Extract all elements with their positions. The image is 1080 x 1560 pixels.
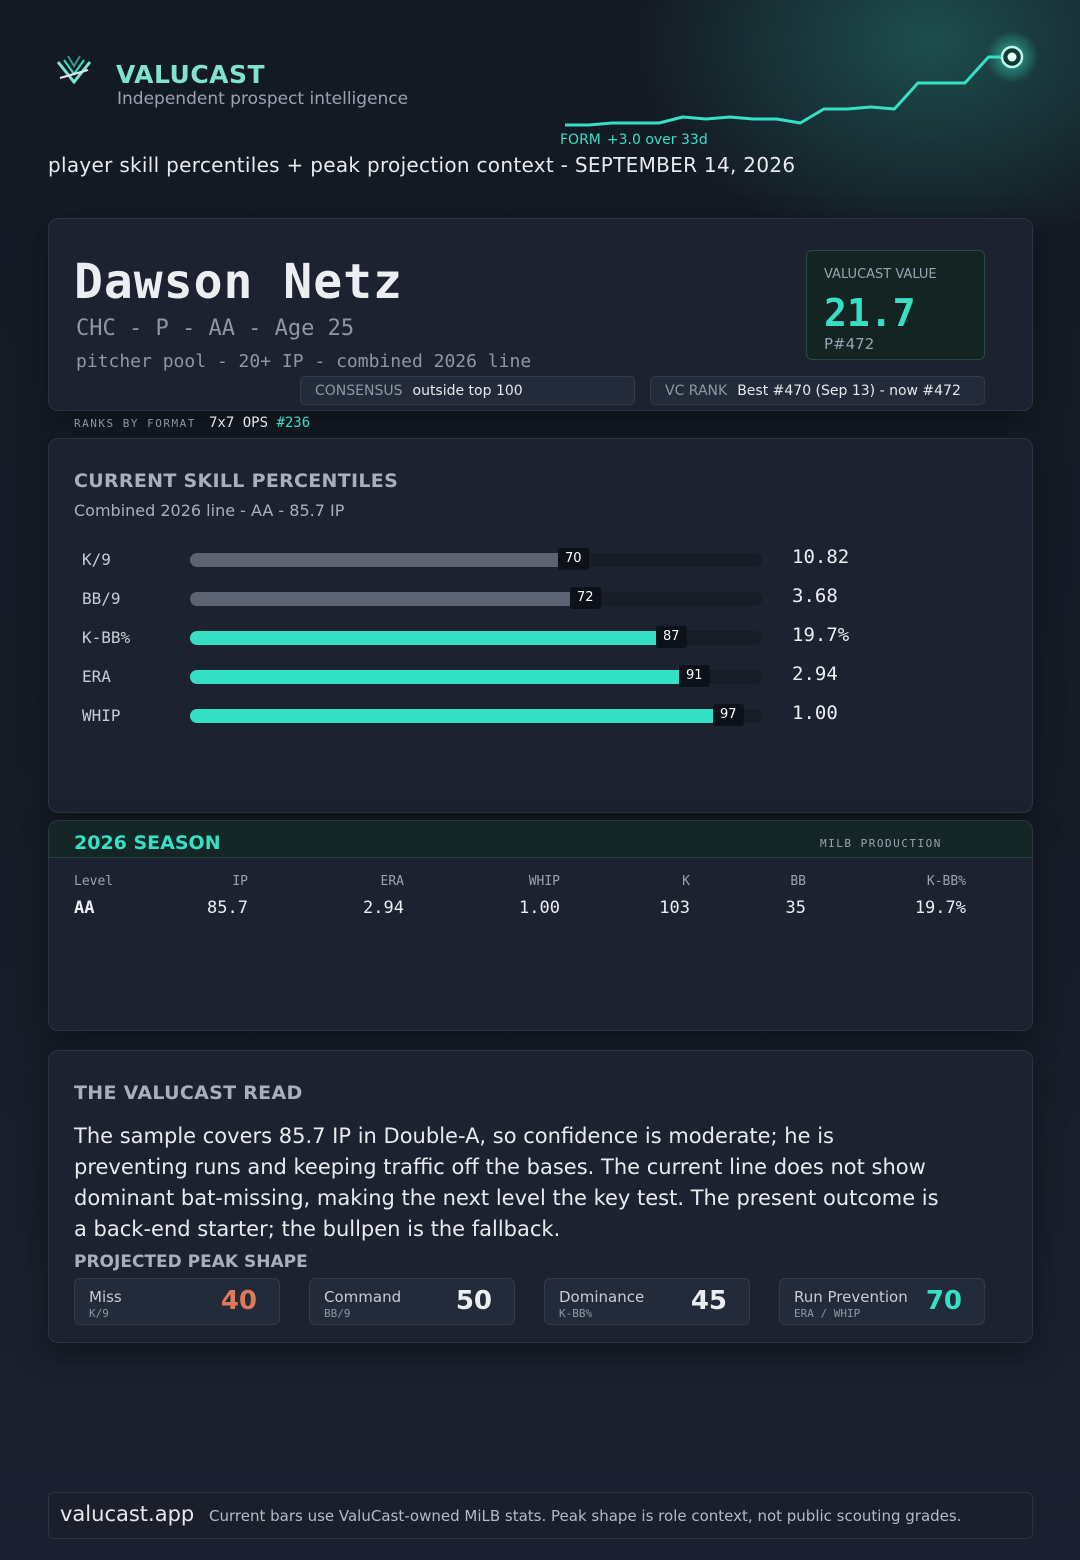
peak-card-sub: BB/9 xyxy=(324,1307,351,1320)
season-tag: MILB PRODUCTION xyxy=(820,837,942,850)
season-cell-bb: 35 xyxy=(785,898,806,918)
vc-rank-label: VC RANK xyxy=(665,383,728,399)
season-col-ip: IP xyxy=(232,874,248,889)
season-cell-kbb: 19.7% xyxy=(914,898,966,918)
player-pool: pitcher pool - 20+ IP - combined 2026 li… xyxy=(76,351,532,372)
season-col-level: Level xyxy=(74,874,114,889)
ranks-label: RANKS BY FORMAT xyxy=(74,417,196,430)
value-number: 21.7 xyxy=(824,291,916,335)
page-subtitle: player skill percentiles + peak projecti… xyxy=(48,153,796,177)
consensus-pill: CONSENSUS outside top 100 xyxy=(300,376,635,405)
percentile-track: 70 xyxy=(190,548,762,570)
consensus-value: outside top 100 xyxy=(412,383,523,399)
footer-site-link[interactable]: valucast.app xyxy=(60,1502,195,1526)
season-cell-era: 2.94 xyxy=(363,898,404,918)
percentiles-panel xyxy=(48,438,1033,813)
percentile-label: ERA xyxy=(82,667,111,686)
footer-note: Current bars use ValuCast-owned MiLB sta… xyxy=(209,1507,962,1525)
percentile-track: 97 xyxy=(190,704,762,726)
percentile-value: 10.82 xyxy=(792,546,850,568)
season-cell-level: AA xyxy=(74,898,95,918)
ranks-format: 7x7 OPS #236 xyxy=(209,415,310,431)
peak-card-grade: 45 xyxy=(690,1286,727,1316)
read-title: THE VALUCAST READ xyxy=(74,1082,303,1104)
peak-card-dominance: Dominance K-BB% 45 xyxy=(544,1278,750,1325)
peak-card-sub: ERA / WHIP xyxy=(794,1307,861,1320)
season-cell-whip: 1.00 xyxy=(519,898,560,918)
peak-card-grade: 70 xyxy=(925,1286,962,1316)
season-title: 2026 SEASON xyxy=(74,832,221,854)
percentile-label: K-BB% xyxy=(82,628,131,647)
season-cell-k: 103 xyxy=(659,898,690,918)
percentile-fill xyxy=(190,631,674,645)
peak-card-command: Command BB/9 50 xyxy=(309,1278,515,1325)
ranks-format-value: #236 xyxy=(276,415,311,431)
percentile-fill xyxy=(190,709,731,723)
peak-card-name: Command xyxy=(324,1288,402,1306)
percentile-row: K/9 70 10.82 xyxy=(82,546,882,572)
percentile-tag: 70 xyxy=(558,548,589,570)
peak-card-grade: 40 xyxy=(220,1286,257,1316)
percentile-value: 2.94 xyxy=(792,663,838,685)
percentile-label: BB/9 xyxy=(82,589,121,608)
valucast-logo-icon xyxy=(56,55,92,85)
ranks-format-name: 7x7 OPS xyxy=(209,415,269,431)
form-value: +3.0 over 33d xyxy=(606,132,708,148)
percentile-fill xyxy=(190,670,697,684)
percentiles-title: CURRENT SKILL PERCENTILES xyxy=(74,470,399,492)
form-readout: FORM +3.0 over 33d xyxy=(560,132,708,148)
read-body: The sample covers 85.7 IP in Double-A, s… xyxy=(74,1124,939,1241)
percentile-value: 3.68 xyxy=(792,585,838,607)
percentile-tag: 97 xyxy=(713,704,744,726)
percentile-track: 87 xyxy=(190,626,762,648)
percentile-row: BB/9 72 3.68 xyxy=(82,585,882,611)
season-col-kbb: K-BB% xyxy=(926,874,966,889)
peak-card-name: Miss xyxy=(89,1288,122,1306)
peak-card-sub: K-BB% xyxy=(559,1307,593,1320)
peak-card-miss: Miss K/9 40 xyxy=(74,1278,280,1325)
percentile-track: 72 xyxy=(190,587,762,609)
vc-rank-value: Best #470 (Sep 13) - now #472 xyxy=(737,383,961,399)
season-cell-ip: 85.7 xyxy=(207,898,248,918)
percentile-tag: 91 xyxy=(679,665,710,687)
percentiles-subtitle: Combined 2026 line - AA - 85.7 IP xyxy=(74,501,345,520)
brand-name: VALUCAST xyxy=(116,60,266,89)
percentile-label: K/9 xyxy=(82,550,111,569)
brand-tagline: Independent prospect intelligence xyxy=(117,89,409,109)
value-box: VALUCAST VALUE 21.7 P#472 xyxy=(806,250,985,360)
season-header-bar xyxy=(49,821,1032,858)
season-col-bb: BB xyxy=(790,874,806,889)
player-meta: CHC - P - AA - Age 25 xyxy=(76,316,355,341)
percentile-row: ERA 91 2.94 xyxy=(82,663,882,689)
percentile-fill xyxy=(190,553,576,567)
percentile-value: 19.7% xyxy=(792,624,850,646)
form-label: FORM xyxy=(560,132,601,148)
peak-card-name: Dominance xyxy=(559,1288,645,1306)
percentile-track: 91 xyxy=(190,665,762,687)
consensus-label: CONSENSUS xyxy=(315,383,403,399)
percentile-tag: 72 xyxy=(570,587,601,609)
peak-card-name: Run Prevention xyxy=(794,1288,908,1306)
value-label: VALUCAST VALUE xyxy=(824,267,937,282)
peak-card-run-prevention: Run Prevention ERA / WHIP 70 xyxy=(779,1278,985,1325)
footer-bar xyxy=(48,1492,1033,1539)
peak-card-grade: 50 xyxy=(455,1286,492,1316)
form-line xyxy=(565,55,1012,127)
percentile-label: WHIP xyxy=(82,706,121,725)
value-rank: P#472 xyxy=(824,335,875,353)
peak-title: PROJECTED PEAK SHAPE xyxy=(74,1252,308,1272)
season-col-whip: WHIP xyxy=(528,874,560,889)
percentile-fill xyxy=(190,592,588,606)
season-col-era: ERA xyxy=(380,874,404,889)
form-endpoint-core xyxy=(1007,52,1017,62)
percentile-tag: 87 xyxy=(656,626,687,648)
percentile-value: 1.00 xyxy=(792,702,838,724)
form-sparkline xyxy=(565,31,1038,127)
player-name: Dawson Netz xyxy=(74,254,403,310)
percentile-row: WHIP 97 1.00 xyxy=(82,702,882,728)
vc-rank-pill: VC RANK Best #470 (Sep 13) - now #472 xyxy=(650,376,985,405)
season-col-k: K xyxy=(682,874,690,889)
percentile-row: K-BB% 87 19.7% xyxy=(82,624,882,650)
peak-card-sub: K/9 xyxy=(89,1307,109,1320)
